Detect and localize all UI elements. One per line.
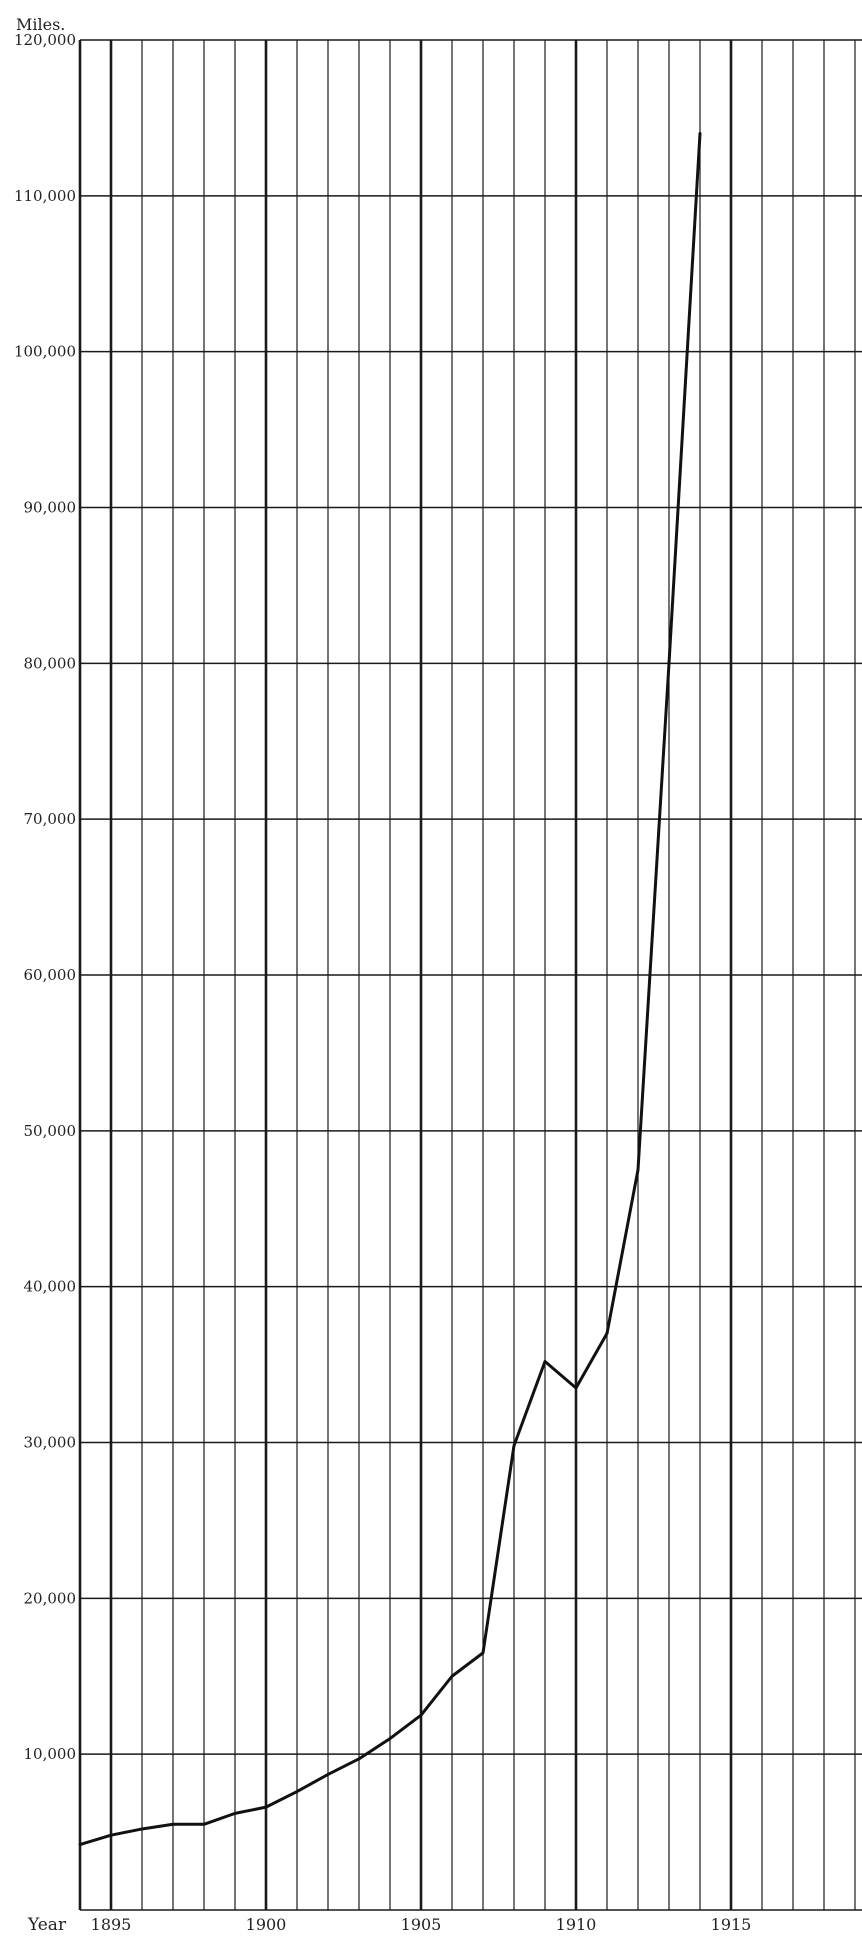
y-tick-labels: 10,000 20,000 30,000 40,000 50,000 60,000 70,0…	[14, 31, 76, 1763]
series-line-group	[78, 132, 702, 1847]
y-tick-label: 70,000	[24, 810, 77, 828]
y-tick-label: 60,000	[24, 966, 77, 984]
y-tick-label: 80,000	[24, 654, 77, 672]
y-axis-label: Miles.	[16, 15, 65, 34]
y-tick-label: 40,000	[24, 1278, 77, 1296]
x-tick-label: 1895	[91, 1915, 132, 1934]
horizontal-gridlines	[80, 39, 862, 1911]
y-tick-label: 20,000	[24, 1589, 77, 1607]
y-tick-label: 10,000	[24, 1745, 77, 1763]
y-tick-label: 30,000	[24, 1434, 77, 1452]
x-tick-label: 1900	[246, 1915, 287, 1934]
y-tick-label: 90,000	[24, 499, 77, 517]
x-tick-label: 1910	[556, 1915, 597, 1934]
x-axis-label: Year	[27, 1915, 67, 1935]
x-tick-labels: 1895 1900 1905 1910 1915	[91, 1915, 752, 1934]
y-tick-label: 50,000	[24, 1122, 77, 1140]
y-tick-label: 120,000	[14, 31, 76, 49]
x-tick-label: 1915	[711, 1915, 752, 1934]
y-tick-label: 100,000	[14, 343, 76, 361]
y-tick-label: 110,000	[14, 187, 76, 205]
x-tick-label: 1905	[401, 1915, 442, 1934]
